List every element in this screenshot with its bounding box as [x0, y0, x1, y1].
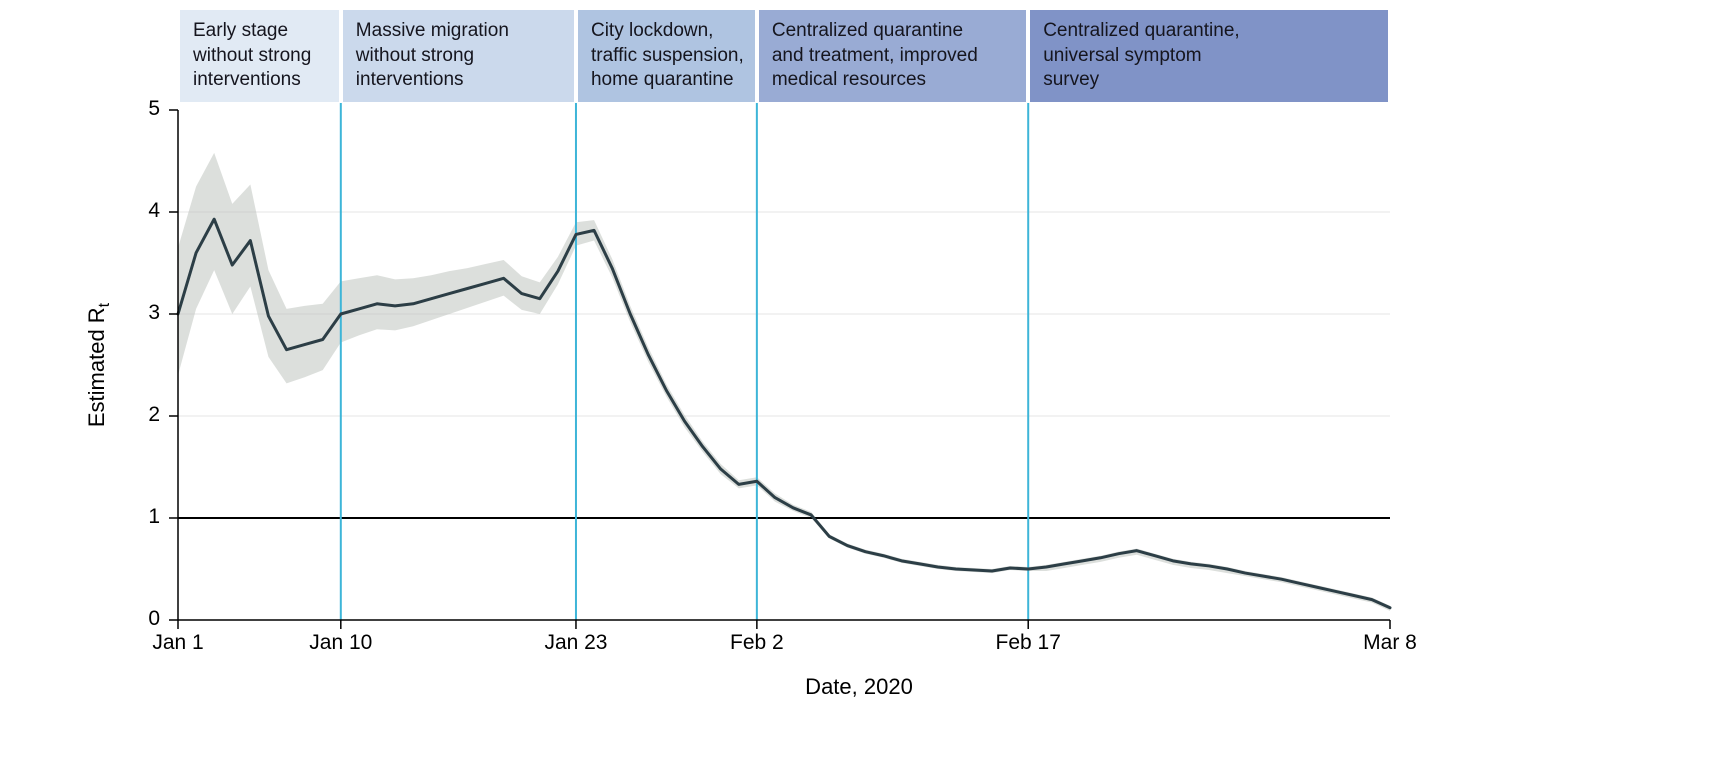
- stage-band-5: Centralized quarantine, universal sympto…: [1030, 10, 1388, 102]
- stage-band-label: Massive migration without strong interve…: [355, 20, 509, 91]
- stage-band-label: Early stage without strong interventions: [193, 20, 312, 91]
- x-tick-label: Feb 2: [730, 631, 784, 654]
- stage-band-label: City lockdown, traffic suspension, home …: [590, 20, 744, 91]
- stage-band-label: Centralized quarantine and treatment, im…: [771, 20, 978, 91]
- y-tick-label: 2: [148, 403, 160, 426]
- x-tick-label: Jan 23: [544, 631, 608, 654]
- x-tick-label: Feb 17: [995, 631, 1061, 654]
- stage-band-3: City lockdown, traffic suspension, home …: [577, 10, 755, 102]
- x-tick-label: Mar 8: [1363, 631, 1417, 654]
- confidence-interval-band: [178, 152, 1390, 611]
- y-tick-label: 1: [148, 505, 160, 528]
- y-tick-label: 4: [148, 199, 160, 222]
- stage-band-label: Centralized quarantine, universal sympto…: [1043, 20, 1240, 91]
- stage-band-2: Massive migration without strong interve…: [342, 10, 574, 102]
- stage-band-1: Early stage without strong interventions: [180, 10, 339, 102]
- x-axis-title: Date, 2020: [805, 674, 913, 699]
- y-tick-label: 0: [148, 607, 160, 630]
- stage-band-4: Centralized quarantine and treatment, im…: [758, 10, 1027, 102]
- y-tick-label: 3: [148, 301, 160, 324]
- x-tick-label: Jan 10: [309, 631, 373, 654]
- estimated-rt-line: [176, 217, 1392, 610]
- x-tick-label: Jan 1: [152, 631, 204, 654]
- y-tick-label: 5: [148, 97, 160, 120]
